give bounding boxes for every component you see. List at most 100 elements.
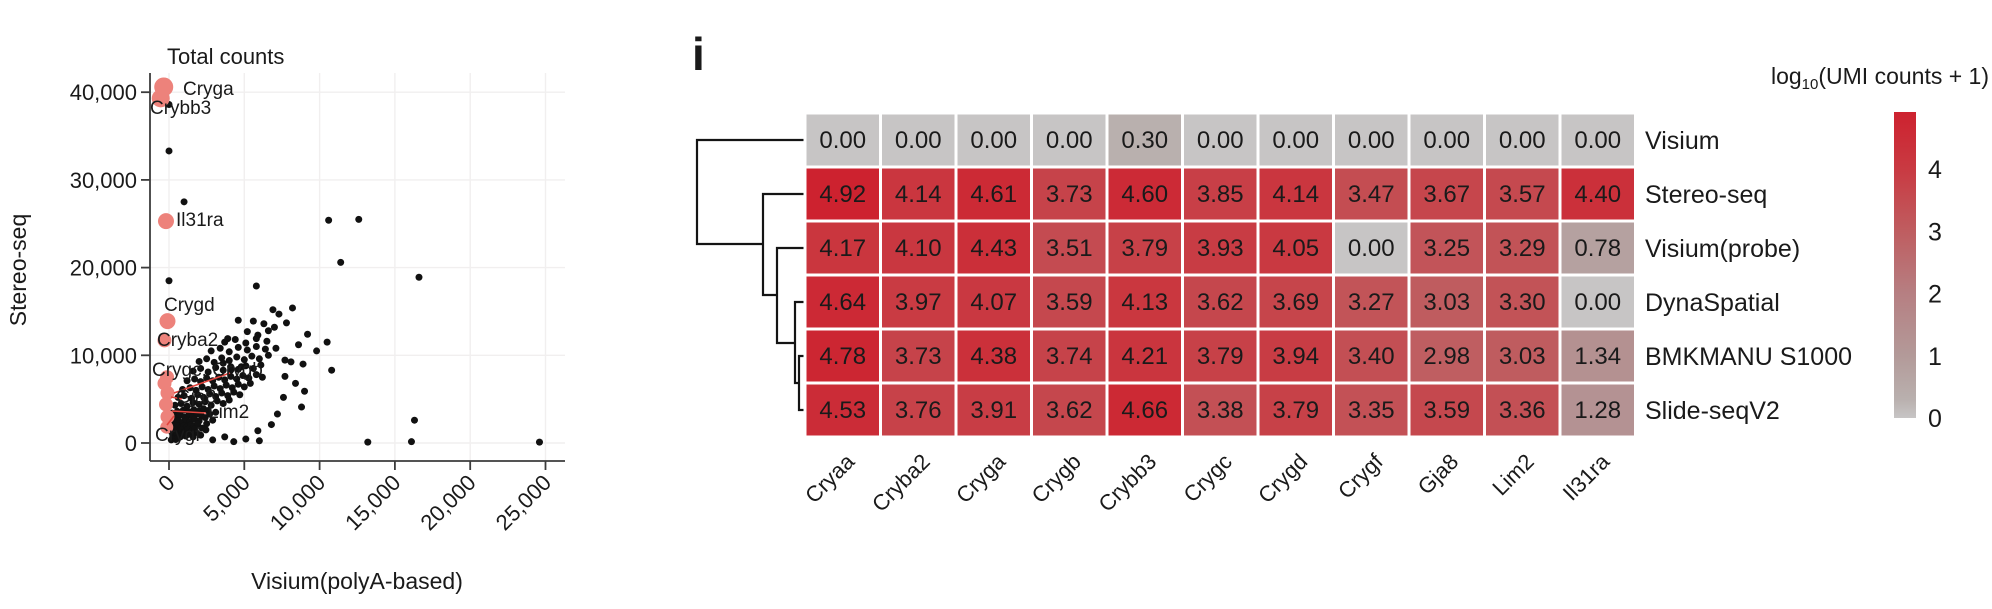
scatter-point [325,216,333,224]
heatmap-cell-value: 3.67 [1423,181,1470,208]
heatmap-cell-value: 3.27 [1348,289,1395,316]
heatmap-cell-value: 3.93 [1197,235,1244,262]
colorbar-tick-label: 3 [1928,218,1942,246]
scatter-point [292,379,300,387]
heatmap-cell-value: 4.60 [1121,181,1168,208]
scatter-point [246,379,254,387]
scatter-point [252,282,260,290]
heatmap-row-label: DynaSpatial [1645,289,1780,317]
heatmap-cell [1105,327,1184,385]
scatter-yaxis-label: Stereo-seq [5,214,31,327]
scatter-point [189,367,197,375]
scatter-point [258,373,266,381]
heatmap-column-label: Il31ra [1558,448,1615,505]
heatmap-cell-value: 4.07 [970,289,1017,316]
scatter-point [207,401,215,409]
heatmap-cell-value: 4.38 [970,343,1017,370]
scatter-label-leader-lines [166,372,231,426]
scatter-point [203,355,211,363]
heatmap-cell-value: 0.00 [1348,235,1395,262]
heatmap-cell-value: 4.14 [1272,181,1319,208]
scatter-point [270,323,278,331]
heatmap-cell [803,381,882,439]
heatmap-cell [1256,381,1335,439]
scatter-point [237,363,245,371]
scatter-point [288,304,296,312]
heatmap-cell-value: 3.73 [1046,181,1093,208]
heatmap-cell [954,327,1033,385]
heatmap-cell-value: 0.00 [1046,127,1093,154]
scatter-point [249,317,257,325]
heatmap-cell-value: 3.30 [1499,289,1546,316]
heatmap-cell-value: 4.43 [970,235,1017,262]
heatmap-cell-value: 2.98 [1423,343,1470,370]
scatter-point [295,341,303,349]
heatmap-cell-value: 3.03 [1499,343,1546,370]
scatter-point [245,374,253,382]
colorbar: 4 3 2 1 0 [1894,112,1942,433]
scatter-point [234,316,242,324]
heatmap-cell-value: 0.30 [1121,127,1168,154]
scatter-point [180,198,188,206]
scatter-point [221,433,229,441]
heatmap-cell [1332,381,1411,439]
heatmap-cell-value: 4.64 [819,289,866,316]
scatter-point [209,416,217,424]
heatmap-cell-value: 3.79 [1197,343,1244,370]
heatmap-cell [954,273,1033,331]
scatter-point [207,347,215,355]
colorbar-tick-label: 1 [1928,343,1942,371]
scatter-point [201,398,209,406]
heatmap-cell [879,381,958,439]
colorbar-tick-label: 4 [1928,156,1942,184]
scatter-point [165,147,173,155]
scatter-point [198,383,206,391]
scatter-point [195,400,203,408]
y-tick-label: 0 [125,431,137,456]
scatter-point [218,389,226,397]
scatter-point [304,330,312,338]
heatmap-cell [1558,273,1637,331]
x-tick-label: 15,000 [340,470,405,535]
heatmap-cell [1558,111,1637,169]
scatter-point [242,435,250,443]
heatmap-cell-value: 3.85 [1197,181,1244,208]
heatmap-cell-value: 0.00 [1423,127,1470,154]
colorbar-title-rest: (UMI counts + 1) [1818,63,1989,89]
heatmap-cell-value: 3.38 [1197,397,1244,424]
gene-label-leader [171,410,207,414]
heatmap-cell-value: 0.00 [1197,127,1244,154]
heatmap-column-label: Cryga [951,448,1011,508]
scatter-point [174,434,182,442]
heatmap-cell-value: 3.40 [1348,343,1395,370]
heatmap-column-label: Crybb3 [1093,449,1161,517]
heatmap-cell [803,165,882,223]
dendrogram-lines [695,138,805,412]
scatter-point [203,420,211,428]
scatter-point [263,337,271,345]
heatmap-cell [803,111,882,169]
heatmap-cell-value: 4.17 [819,235,866,262]
heatmap-column-label: Crygc [1178,449,1236,507]
x-tick-label: 20,000 [415,470,480,535]
scatter-point [281,372,289,380]
heatmap-cell-value: 3.51 [1046,235,1093,262]
heatmap-column-labels: Cryaa Cryba2 Cryga Crygb Crybb3 Crygc Crygd Cry… [800,448,1615,516]
highlighted-gene-point [151,89,170,108]
heatmap-cell-value: 4.13 [1121,289,1168,316]
y-tick-label: 30,000 [70,168,137,193]
scatter-point [219,359,227,367]
scatter-point [225,357,233,365]
scatter-point [230,388,238,396]
scatter-point [203,374,211,382]
heatmap-cell-value: 3.69 [1272,289,1319,316]
scatter-xaxis-label: Visium(polyA-based) [251,568,463,594]
colorbar-title-log: log [1771,63,1802,89]
gene-label: Gja8 [176,387,216,408]
scatter-point [231,336,239,344]
scatter-point [218,354,226,362]
heatmap-column-label: Crygb [1027,449,1086,508]
